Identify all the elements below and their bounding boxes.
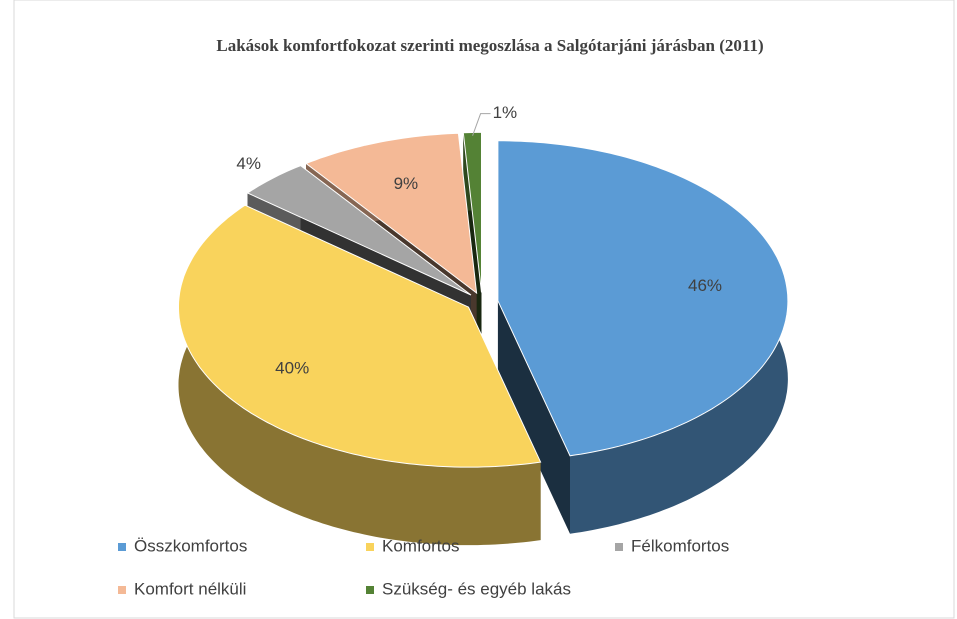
data-label: 4% bbox=[236, 154, 261, 173]
legend-swatch bbox=[366, 586, 374, 594]
chart-border bbox=[13, 0, 955, 619]
slice bbox=[497, 140, 789, 457]
legend-label: Komfort nélküli bbox=[134, 579, 246, 598]
data-label: 40% bbox=[275, 358, 309, 377]
legend-swatch bbox=[615, 543, 623, 551]
legend-label: Szükség- és egyéb lakás bbox=[382, 579, 571, 598]
slice bbox=[305, 132, 478, 295]
legend-label: Félkomfortos bbox=[631, 536, 729, 555]
legend-label: Komfortos bbox=[382, 536, 459, 555]
slice bbox=[246, 165, 472, 296]
leader-line bbox=[472, 113, 491, 136]
slice bbox=[178, 204, 542, 468]
legend-swatch bbox=[118, 586, 126, 594]
slice-wall bbox=[497, 300, 570, 534]
data-label: 9% bbox=[394, 174, 419, 193]
legend-swatch bbox=[118, 543, 126, 551]
slice bbox=[462, 131, 482, 293]
legend-label: Összkomfortos bbox=[134, 536, 247, 555]
data-label: 46% bbox=[688, 276, 722, 295]
data-label: 1% bbox=[493, 103, 518, 122]
chart-title: Lakások komfortfokozat szerinti megoszlá… bbox=[216, 36, 764, 55]
legend-swatch bbox=[366, 543, 374, 551]
slice-side bbox=[178, 205, 541, 546]
